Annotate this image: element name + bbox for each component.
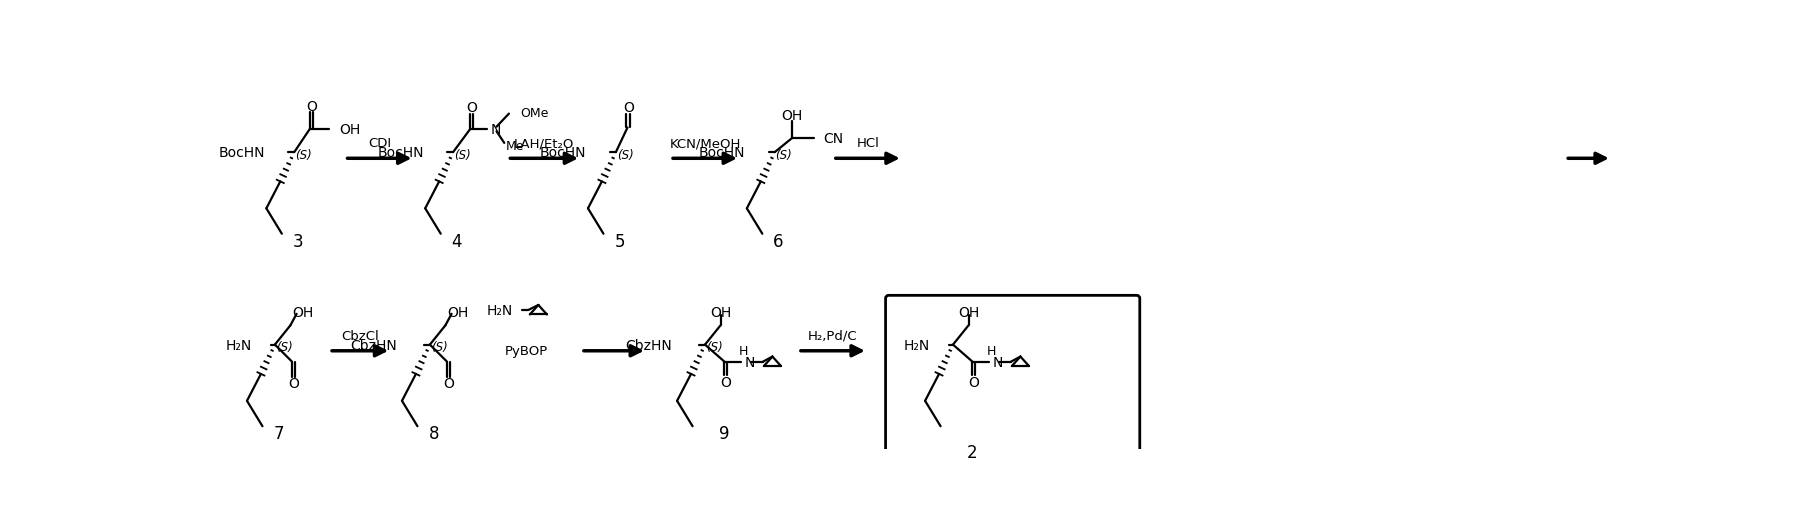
Text: N: N (993, 356, 1002, 370)
Text: H₂,Pd/C: H₂,Pd/C (808, 329, 858, 342)
Text: BocHN: BocHN (377, 146, 424, 160)
Text: CN: CN (823, 132, 842, 146)
Text: O: O (968, 375, 979, 389)
Text: BocHN: BocHN (699, 146, 745, 160)
Text: N: N (745, 356, 754, 370)
Text: H: H (988, 344, 997, 358)
Text: CDI: CDI (368, 137, 392, 150)
Text: H: H (740, 344, 749, 358)
Text: OH: OH (957, 305, 979, 319)
Text: 5: 5 (614, 232, 625, 250)
Text: OMe: OMe (519, 107, 548, 119)
Text: O: O (623, 102, 634, 115)
Text: (S): (S) (431, 341, 447, 353)
Text: N: N (490, 123, 501, 137)
Text: H₂N: H₂N (224, 338, 251, 352)
Text: OH: OH (339, 123, 361, 137)
Text: OH: OH (709, 305, 731, 319)
Text: (S): (S) (454, 148, 471, 162)
Text: CbzCl: CbzCl (341, 329, 379, 342)
Text: 7: 7 (273, 424, 284, 442)
Text: CbzHN: CbzHN (625, 338, 672, 352)
Text: CbzHN: CbzHN (350, 338, 397, 352)
Text: (S): (S) (616, 148, 634, 162)
Text: H₂N: H₂N (903, 338, 930, 352)
Text: OH: OH (447, 305, 469, 319)
Text: PyBOP: PyBOP (505, 344, 548, 358)
Text: HCl: HCl (857, 137, 880, 150)
Text: LAH/Et₂O: LAH/Et₂O (514, 137, 575, 150)
Text: 4: 4 (453, 232, 462, 250)
Text: KCN/MeOH: KCN/MeOH (670, 137, 740, 150)
Text: 2: 2 (966, 443, 977, 462)
Text: 6: 6 (774, 232, 783, 250)
Text: BocHN: BocHN (219, 146, 264, 160)
Text: O: O (444, 376, 454, 390)
Text: 9: 9 (718, 424, 729, 442)
Text: H₂N: H₂N (487, 304, 514, 317)
Text: BocHN: BocHN (541, 146, 587, 160)
Text: 8: 8 (429, 424, 438, 442)
Text: (S): (S) (275, 341, 293, 353)
Text: O: O (287, 376, 298, 390)
Text: OH: OH (293, 305, 314, 319)
Text: (S): (S) (295, 148, 313, 162)
Text: (S): (S) (706, 341, 722, 353)
Text: OH: OH (781, 109, 803, 123)
Text: O: O (467, 102, 478, 115)
Text: 3: 3 (293, 232, 304, 250)
Text: O: O (720, 375, 731, 389)
Text: (S): (S) (776, 148, 792, 162)
Text: O: O (305, 99, 316, 114)
Text: Me: Me (506, 140, 524, 153)
